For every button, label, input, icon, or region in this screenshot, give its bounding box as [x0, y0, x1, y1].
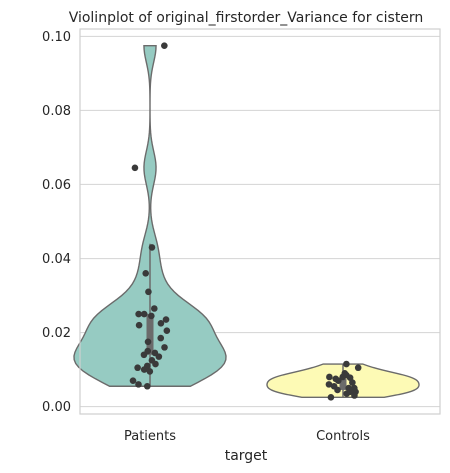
data-point	[161, 344, 168, 351]
x-tick-label: Patients	[124, 429, 176, 444]
data-point	[135, 381, 142, 388]
data-point	[140, 351, 148, 359]
plot-frame	[79, 28, 441, 415]
x-axis-title: target	[225, 448, 268, 464]
data-point	[135, 321, 143, 329]
x-tick-label: Controls	[316, 429, 370, 444]
data-point	[140, 310, 148, 318]
data-point	[152, 360, 159, 368]
data-points	[129, 42, 362, 401]
data-point	[140, 366, 148, 373]
data-point	[351, 392, 358, 399]
data-point	[343, 390, 350, 397]
iqr-box-controls	[339, 378, 347, 390]
data-point	[162, 316, 170, 323]
x-tick-labels: Patients Controls	[124, 429, 370, 444]
data-point	[129, 377, 137, 384]
violin-patients	[73, 44, 227, 387]
data-point	[157, 334, 165, 342]
data-point	[145, 288, 152, 296]
data-point	[148, 312, 155, 320]
data-point	[131, 164, 139, 172]
data-point	[349, 379, 356, 386]
data-point	[135, 310, 142, 318]
data-point	[339, 373, 347, 381]
y-tick-label: 0.02	[42, 326, 71, 341]
data-point	[343, 360, 350, 368]
data-point	[327, 394, 335, 401]
y-tick-label: 0.00	[42, 400, 71, 415]
data-point	[144, 338, 152, 346]
data-point	[150, 305, 158, 312]
data-point	[142, 270, 150, 277]
data-point	[334, 386, 341, 394]
data-point	[334, 377, 342, 384]
data-point	[134, 364, 141, 372]
data-point	[354, 364, 362, 372]
violins	[73, 44, 420, 399]
data-point	[148, 244, 156, 251]
y-tick-label: 0.08	[42, 104, 71, 119]
data-point	[143, 382, 151, 390]
data-point	[157, 320, 165, 327]
y-tick-labels: 0.00 0.02 0.04 0.06 0.08 0.10	[42, 30, 71, 415]
iqr-box-patients	[146, 314, 154, 355]
data-point	[326, 373, 333, 381]
y-tick-label: 0.06	[42, 178, 71, 193]
data-point	[325, 381, 333, 388]
data-point	[155, 353, 163, 360]
data-point	[163, 327, 171, 335]
y-tick-label: 0.04	[42, 252, 71, 267]
chart-title: Violinplot of original_firstorder_Varian…	[69, 10, 424, 26]
data-point	[146, 368, 154, 375]
data-point	[161, 42, 168, 49]
y-tick-label: 0.10	[42, 30, 71, 45]
